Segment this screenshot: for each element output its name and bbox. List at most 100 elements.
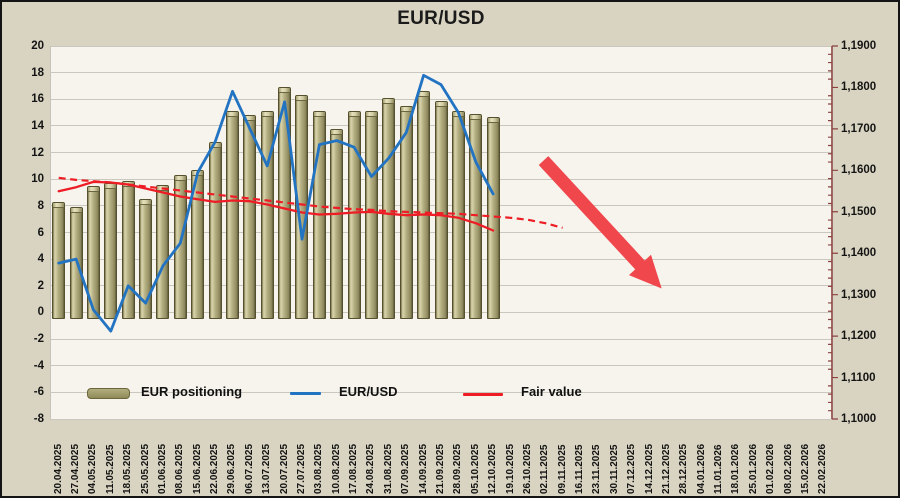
- x-axis-label: 11.05.2025: [104, 444, 116, 495]
- x-axis-label: 04.05.2025: [87, 443, 99, 494]
- bar: [486, 116, 500, 320]
- bar: [469, 113, 483, 320]
- y-axis-label-left: -4: [33, 359, 44, 372]
- x-axis-label: 18.05.2025: [122, 443, 134, 494]
- bar: [225, 111, 239, 320]
- bar: [86, 185, 100, 320]
- y-axis-label-left: 14: [31, 119, 44, 132]
- x-axis-label: 27.07.2025: [295, 443, 307, 494]
- y-axis-label-left: -8: [33, 413, 44, 425]
- bar: [278, 87, 292, 320]
- y-axis-label-right: 1,1500: [841, 205, 877, 218]
- bar: [173, 175, 187, 320]
- y-axis-label-left: 10: [31, 173, 44, 186]
- chart-title: EUR/USD: [397, 8, 485, 29]
- bar: [139, 199, 153, 320]
- x-axis-label: 27.04.2025: [70, 443, 82, 494]
- x-axis-label: 08.06.2025: [174, 443, 186, 494]
- x-axis-label: 17.08.2025: [348, 443, 360, 494]
- bar: [399, 105, 413, 320]
- x-axis-label: 16.11.2025: [574, 444, 586, 495]
- x-axis-label: 01.06.2025: [156, 443, 168, 494]
- legend-label-eur-positioning: EUR positioning: [141, 384, 243, 399]
- x-axis-label: 18.01.2026: [730, 443, 742, 494]
- x-axis-label: 25.01.2026: [747, 443, 759, 494]
- y-axis-label-left: 16: [31, 93, 44, 106]
- x-axis-label: 19.10.2025: [504, 443, 516, 494]
- x-axis-label: 05.10.2025: [469, 443, 481, 494]
- gridline: [50, 45, 832, 47]
- gridline: [50, 418, 832, 420]
- x-axis-label: 20.07.2025: [278, 443, 290, 494]
- x-axis-label: 29.06.2025: [226, 443, 238, 494]
- x-axis-label: 14.12.2025: [643, 443, 655, 494]
- bar: [156, 184, 170, 320]
- x-axis-label: 26.10.2025: [521, 443, 533, 494]
- bar: [295, 95, 309, 320]
- y-axis-label-right: 1,1200: [841, 330, 877, 343]
- x-axis-label: 06.07.2025: [243, 443, 255, 494]
- bar: [364, 111, 378, 320]
- y-axis-label-right: 1,1700: [841, 122, 877, 135]
- bar: [208, 141, 222, 320]
- legend-label-eurusd: EUR/USD: [339, 384, 398, 399]
- bar: [191, 169, 205, 320]
- y-axis-label-left: -6: [33, 386, 44, 399]
- x-axis-label: 03.08.2025: [313, 443, 325, 494]
- x-axis-label: 01.02.2026: [765, 443, 777, 494]
- bar: [347, 111, 361, 320]
- gridline: [50, 338, 832, 340]
- y-axis-label-right: 1,1600: [841, 164, 877, 177]
- x-axis-label: 21.09.2025: [435, 443, 446, 494]
- gridline: [50, 72, 832, 74]
- x-axis-label: 13.07.2025: [261, 443, 273, 494]
- gridline: [50, 365, 832, 367]
- x-axis-label: 02.11.2025: [539, 444, 551, 495]
- legend-bar-swatch-icon: [87, 388, 130, 399]
- bar: [260, 111, 274, 320]
- bar: [69, 207, 83, 320]
- y-axis-label-left: 20: [31, 40, 44, 52]
- y-axis-label-right: 1,1400: [841, 247, 877, 260]
- y-axis-label-right: 1,1000: [841, 413, 877, 425]
- bar: [451, 111, 465, 320]
- x-axis-label: 04.01.2026: [695, 443, 707, 494]
- y-axis-label-left: 18: [31, 66, 44, 79]
- y-axis-label-right: 1,1300: [841, 288, 877, 301]
- x-axis-label: 08.02.2026: [782, 443, 794, 494]
- x-axis-label: 28.09.2025: [452, 443, 464, 494]
- y-axis-label-right: 1,1900: [841, 40, 877, 52]
- x-axis-label: 25.05.2025: [139, 443, 151, 494]
- legend-label-fair-value: Fair value: [521, 384, 582, 399]
- bar: [434, 100, 448, 320]
- x-axis-label: 31.08.2025: [382, 443, 394, 494]
- y-axis-label-left: 8: [37, 199, 44, 212]
- bar: [104, 183, 118, 320]
- bar: [52, 201, 66, 320]
- x-axis-label: 11.01.2026: [713, 444, 725, 495]
- x-axis-label: 15.02.2026: [799, 443, 811, 494]
- gridline: [50, 391, 832, 393]
- bar: [417, 91, 431, 320]
- x-axis-label: 10.08.2025: [330, 443, 342, 494]
- y-axis-label-right: 1,1100: [841, 371, 876, 384]
- x-axis-label: 09.11.2025: [556, 444, 568, 495]
- x-axis-label: 14.09.2025: [417, 443, 429, 494]
- bar: [243, 115, 257, 320]
- y-axis-label-left: 2: [37, 279, 44, 292]
- x-axis-label: 24.08.2025: [365, 443, 377, 494]
- gridline: [50, 98, 832, 100]
- x-axis-label: 23.11.2025: [591, 444, 603, 495]
- bar: [382, 97, 396, 320]
- x-axis-label: 22.02.2026: [817, 443, 829, 494]
- x-axis-label: 22.06.2025: [209, 443, 221, 494]
- x-axis-label: 20.04.2025: [52, 443, 64, 494]
- x-axis-label: 15.06.2025: [191, 443, 203, 494]
- legend-line-swatch-eurusd-icon: [290, 392, 321, 395]
- bar: [330, 128, 344, 320]
- y-axis-label-left: 0: [37, 306, 44, 319]
- y-axis-label-left: -2: [33, 333, 44, 346]
- y-axis-label-left: 12: [31, 146, 44, 159]
- y-axis-label-right: 1,1800: [841, 81, 877, 94]
